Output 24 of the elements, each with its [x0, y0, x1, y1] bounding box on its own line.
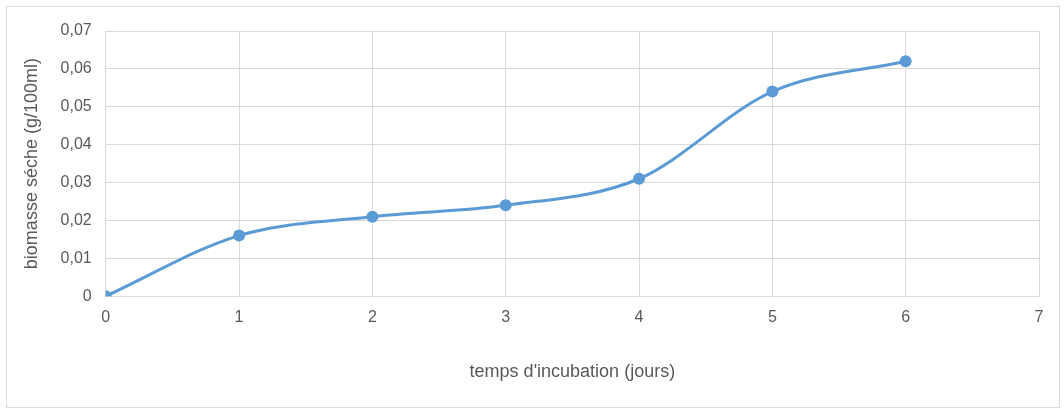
point — [766, 85, 779, 98]
y-tick-label: 0,04 — [60, 135, 92, 153]
y-tick-label: 0,02 — [60, 210, 92, 228]
y-tick-label: 0,01 — [60, 248, 92, 266]
x-tick-label: 1 — [234, 308, 244, 326]
x-tick-label: 3 — [501, 308, 511, 326]
x-tick-label: 2 — [367, 308, 377, 326]
x-tick-label: 6 — [901, 308, 911, 326]
point — [233, 229, 246, 242]
y-tick-label: 0 — [82, 286, 92, 304]
x-tick-label: 0 — [101, 308, 111, 326]
x-axis-title: temps d'incubation (jours) — [469, 361, 676, 382]
y-tick-label: 0,07 — [60, 21, 92, 39]
y-tick-label: 0,03 — [60, 172, 92, 190]
point — [499, 199, 512, 212]
x-tick-label: 5 — [767, 308, 777, 326]
x-tick-label: 7 — [1034, 308, 1044, 326]
point — [366, 210, 379, 223]
point — [633, 172, 646, 185]
point — [899, 55, 912, 68]
x-tick-label: 4 — [634, 308, 644, 326]
y-tick-label: 0,06 — [60, 59, 92, 77]
y-tick-label: 0,05 — [60, 97, 92, 115]
y-axis-title: biomasse séche (g/100ml) — [20, 58, 41, 270]
